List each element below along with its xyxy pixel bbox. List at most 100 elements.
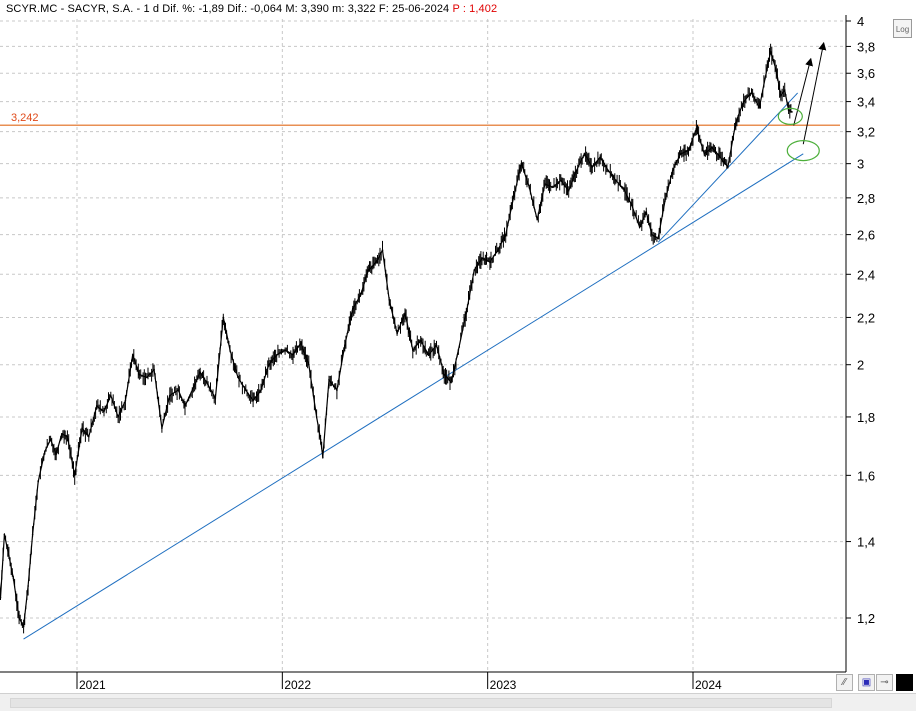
x-tick-label-1: 2022	[284, 678, 311, 692]
y-tick-label-11: 3,4	[857, 95, 875, 110]
price-point-16	[49, 438, 52, 441]
price-point-57	[344, 344, 346, 347]
price-point-104	[703, 153, 706, 155]
price-point-100	[671, 169, 674, 172]
price-point-20	[73, 474, 76, 477]
price-point-28	[131, 354, 134, 356]
zoom-icon[interactable]: ⁄⁄	[836, 674, 853, 691]
horizontal-scrollbar[interactable]	[0, 693, 916, 711]
price-point-36	[191, 389, 194, 391]
price-point-71	[450, 381, 452, 384]
annotations[interactable]	[777, 41, 827, 162]
y-tick-label-8: 2,8	[857, 191, 875, 206]
price-point-31	[153, 368, 155, 371]
price-point-96	[645, 211, 648, 213]
price-point-53	[319, 438, 322, 441]
x-tick-label-3: 2024	[695, 678, 722, 692]
price-point-106	[719, 156, 721, 158]
header-info: SCYR.MC - SACYR, S.A. - 1 d Dif. %: -1,8…	[6, 3, 453, 15]
price-point-46	[268, 363, 270, 366]
y-tick-label-2: 1,6	[857, 468, 875, 483]
price-point-66	[412, 349, 414, 351]
price-point-83	[544, 183, 546, 185]
price-point-81	[528, 186, 531, 189]
price-point-70	[443, 373, 446, 376]
price-point-101	[679, 153, 682, 155]
price-point-26	[117, 416, 119, 418]
price-point-108	[735, 121, 737, 124]
price-point-85	[560, 179, 562, 182]
price-point-72	[457, 349, 460, 351]
save-icon[interactable]: ▣	[858, 674, 875, 691]
price-point-89	[591, 166, 594, 168]
price-point-17	[55, 453, 57, 455]
price-point-58	[351, 307, 354, 310]
price-point-15	[44, 450, 46, 453]
price-point-7	[3, 533, 6, 536]
price-point-42	[237, 376, 239, 379]
price-point-98	[657, 237, 659, 240]
price-point-61	[375, 261, 378, 263]
price-point-78	[504, 233, 507, 236]
price-point-69	[435, 344, 438, 347]
price-point-48	[284, 349, 286, 351]
price-point-118	[791, 111, 793, 113]
price-point-56	[336, 389, 338, 391]
price-point-35	[184, 405, 186, 407]
price-point-13	[31, 533, 34, 536]
price-point-21	[81, 427, 83, 429]
price-point-117	[787, 109, 790, 112]
price-point-34	[177, 389, 180, 391]
log-scale-button[interactable]: Log	[893, 19, 912, 38]
price-point-102	[687, 149, 690, 152]
price-point-87	[575, 169, 578, 172]
price-point-74	[473, 269, 476, 272]
y-tick-label-3: 1,8	[857, 410, 875, 425]
header-highlight: P : 1,402	[452, 3, 498, 15]
price-point-18	[61, 433, 63, 435]
price-point-68	[427, 354, 430, 356]
price-point-107	[727, 166, 729, 168]
price-point-115	[780, 95, 782, 97]
price-series	[0, 43, 793, 634]
price-point-95	[638, 226, 641, 228]
ellipse-1	[786, 139, 820, 162]
price-point-99	[664, 200, 666, 203]
price-point-50	[300, 342, 302, 344]
price-point-29	[138, 373, 141, 376]
price-point-75	[481, 257, 483, 259]
price-point-65	[404, 312, 406, 314]
price-point-59	[359, 294, 362, 297]
price-point-79	[512, 197, 515, 199]
price-point-52	[315, 416, 318, 418]
price-point-8	[8, 555, 10, 557]
x-tick-label-2: 2023	[490, 678, 517, 692]
price-point-10	[18, 617, 20, 619]
price-point-9	[12, 577, 15, 580]
price-point-60	[367, 269, 370, 272]
price-point-109	[742, 100, 745, 103]
price-point-94	[630, 204, 633, 206]
price-point-22	[88, 435, 90, 438]
trendline-0	[23, 153, 804, 640]
y-tick-label-5: 2,2	[857, 310, 875, 325]
y-tick-label-4: 2	[857, 358, 864, 373]
price-point-97	[651, 233, 653, 236]
price-point-14	[37, 480, 39, 483]
ellipse-0	[777, 107, 803, 125]
color-square-icon[interactable]	[896, 674, 913, 691]
pin-icon[interactable]: ⊸	[876, 674, 893, 691]
y-tick-label-12: 3,6	[857, 66, 875, 81]
price-point-12	[27, 585, 29, 587]
price-point-105	[711, 146, 713, 149]
price-point-54	[322, 456, 324, 458]
price-point-25	[110, 394, 112, 397]
horizontal-line-3242[interactable]: 3,242	[0, 112, 840, 126]
scrollbar-thumb[interactable]	[10, 698, 832, 708]
y-tick-label-13: 3,8	[857, 39, 875, 54]
y-tick-label-6: 2,4	[857, 267, 875, 282]
price-point-30	[146, 376, 148, 379]
price-point-73	[465, 312, 468, 314]
price-point-90	[599, 156, 601, 158]
